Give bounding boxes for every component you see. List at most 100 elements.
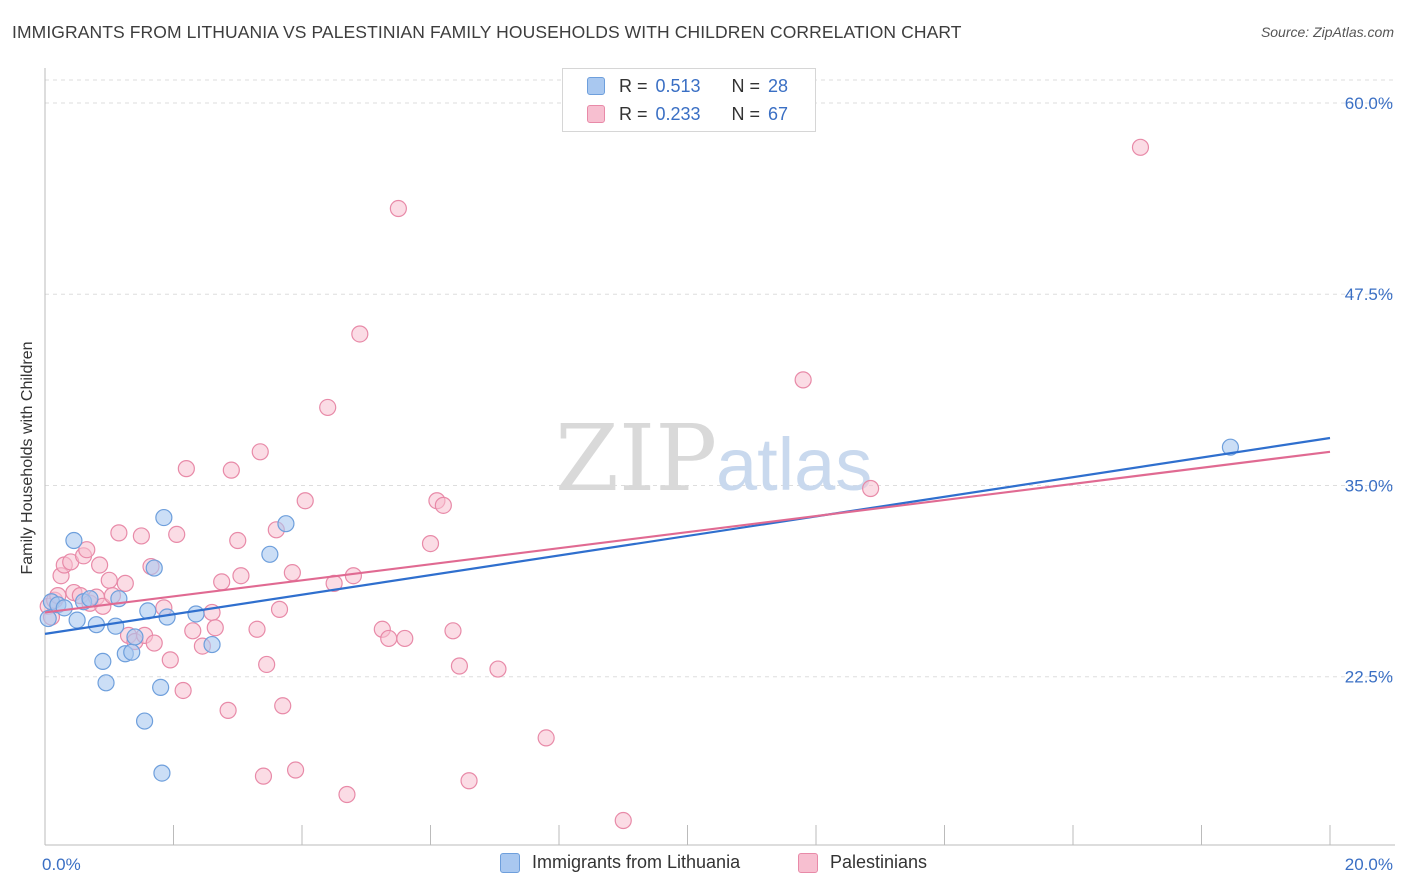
y-tick-label: 60.0% xyxy=(1345,94,1393,113)
data-point-lithuania xyxy=(68,611,86,629)
data-point-lithuania xyxy=(277,515,295,533)
data-point-palestinians xyxy=(396,629,414,648)
data-point-palestinians xyxy=(444,622,462,640)
data-point-lithuania xyxy=(107,617,125,635)
legend-label-lithuania: Immigrants from Lithuania xyxy=(532,852,741,872)
data-point-palestinians xyxy=(177,460,195,478)
data-point-lithuania xyxy=(187,605,205,623)
data-point-palestinians xyxy=(251,443,269,461)
data-point-lithuania xyxy=(94,652,112,671)
data-point-lithuania xyxy=(152,678,170,697)
trend-lines xyxy=(44,436,1331,635)
data-point-palestinians xyxy=(174,681,192,700)
legend-n-value-palestinians: 67 xyxy=(768,103,789,124)
data-point-lithuania xyxy=(261,545,279,563)
data-point-palestinians xyxy=(283,564,301,582)
data-point-lithuania xyxy=(155,508,173,527)
data-point-palestinians xyxy=(161,651,179,669)
data-point-palestinians xyxy=(460,772,478,790)
data-point-palestinians xyxy=(450,657,469,675)
data-point-palestinians xyxy=(248,620,266,638)
legend-swatch-lithuania xyxy=(500,852,520,873)
data-point-palestinians xyxy=(258,655,276,674)
axis-layer xyxy=(44,68,1395,846)
data-point-palestinians xyxy=(168,525,186,544)
series-legend: Immigrants from Lithuania Palestinians xyxy=(0,852,1406,876)
data-point-palestinians xyxy=(254,767,273,785)
y-tick-label: 35.0% xyxy=(1345,476,1393,495)
legend-row-lithuania: R = 0.513 N = 28 xyxy=(587,75,788,97)
data-point-palestinians xyxy=(213,573,231,591)
chart-title: IMMIGRANTS FROM LITHUANIA VS PALESTINIAN… xyxy=(12,22,962,42)
source-label: Source: ZipAtlas.com xyxy=(1260,24,1394,40)
data-point-palestinians xyxy=(222,461,240,479)
legend-label-palestinians: Palestinians xyxy=(830,852,928,872)
data-point-lithuania xyxy=(153,764,171,782)
legend-n-label: N = xyxy=(731,75,761,96)
y-axis-title: Family Households with Children xyxy=(19,341,36,575)
trend-line-lithuania xyxy=(44,436,1331,635)
data-point-palestinians xyxy=(184,622,202,640)
legend-item-lithuania[interactable]: Immigrants from Lithuania xyxy=(500,852,740,873)
data-point-palestinians xyxy=(296,492,314,510)
data-point-lithuania xyxy=(97,674,115,692)
data-point-palestinians xyxy=(132,527,150,545)
legend-r-value-palestinians: 0.233 xyxy=(655,103,701,124)
data-point-palestinians xyxy=(614,811,632,830)
data-point-lithuania xyxy=(39,609,57,628)
data-point-palestinians xyxy=(489,660,507,678)
data-point-palestinians xyxy=(229,531,247,550)
legend-row-palestinians: R = 0.233 N = 67 xyxy=(587,103,788,125)
watermark: ZIP atlas xyxy=(555,405,872,512)
data-point-palestinians xyxy=(319,398,337,417)
data-point-palestinians xyxy=(421,534,440,553)
data-point-palestinians xyxy=(351,325,369,343)
data-point-palestinians xyxy=(344,567,362,585)
data-point-palestinians xyxy=(286,761,305,779)
watermark-atlas: atlas xyxy=(716,423,872,506)
trend-line-palestinians xyxy=(44,450,1331,614)
data-point-palestinians xyxy=(116,574,134,592)
watermark-zip: ZIP xyxy=(555,405,717,512)
data-point-lithuania xyxy=(203,635,221,654)
y-tick-label: 47.5% xyxy=(1345,285,1393,304)
data-point-lithuania xyxy=(55,599,73,617)
data-point-palestinians xyxy=(219,701,237,719)
data-point-palestinians xyxy=(78,541,96,559)
x-tick-label: 0.0% xyxy=(42,855,81,874)
data-point-palestinians xyxy=(100,571,118,589)
data-point-palestinians xyxy=(206,619,224,637)
series-lithuania-points xyxy=(39,438,1240,782)
data-point-palestinians xyxy=(389,199,407,218)
tick-labels: 22.5% 35.0% 47.5% 60.0% 0.0% 20.0% xyxy=(42,94,1393,874)
legend-item-palestinians[interactable]: Palestinians xyxy=(798,852,927,873)
data-point-palestinians xyxy=(380,629,398,648)
y-tick-label: 22.5% xyxy=(1345,668,1393,687)
legend-swatch-palestinians xyxy=(587,105,605,123)
data-point-palestinians xyxy=(537,729,555,747)
data-point-lithuania xyxy=(81,590,99,608)
data-point-lithuania xyxy=(1221,438,1240,456)
data-point-palestinians xyxy=(862,479,880,498)
data-point-lithuania xyxy=(123,643,141,661)
data-point-palestinians xyxy=(91,556,109,574)
legend-swatch-lithuania xyxy=(587,77,605,95)
legend-r-value-lithuania: 0.513 xyxy=(655,75,701,96)
data-point-palestinians xyxy=(794,371,812,389)
legend-n-value-lithuania: 28 xyxy=(768,75,789,96)
data-point-palestinians xyxy=(434,496,452,514)
data-point-lithuania xyxy=(135,712,154,730)
data-point-palestinians xyxy=(338,785,356,804)
legend-n-label: N = xyxy=(731,103,761,124)
data-point-lithuania xyxy=(145,559,163,577)
data-point-palestinians xyxy=(274,697,292,715)
data-point-lithuania xyxy=(126,628,144,646)
data-point-palestinians xyxy=(232,567,250,585)
data-point-lithuania xyxy=(65,531,83,550)
legend-r-label: R = xyxy=(619,103,648,124)
data-point-palestinians xyxy=(1131,138,1150,156)
x-tick-label: 20.0% xyxy=(1345,855,1393,874)
data-point-palestinians xyxy=(270,600,289,618)
correlation-legend: R = 0.513 N = 28 R = 0.233 N = 67 xyxy=(562,68,816,132)
